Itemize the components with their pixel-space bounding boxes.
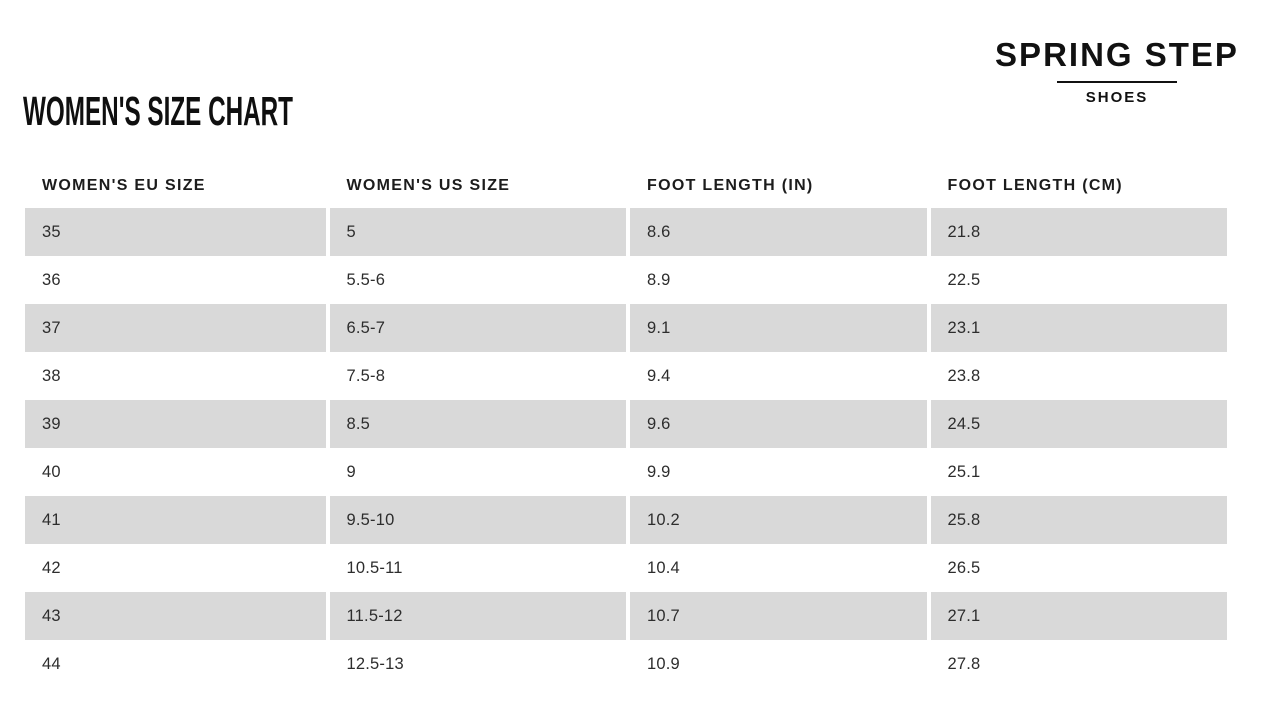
size-table-body: 35 5 8.6 21.8 36 5.5-6 8.9 22.5 37 6.5-7 9.1 23.1 38… bbox=[25, 208, 1227, 688]
table-cell: 9.4 bbox=[626, 352, 927, 400]
brand-tagline: SHOES bbox=[1085, 89, 1149, 106]
table-cell: 44 bbox=[25, 640, 326, 688]
table-cell: 22.5 bbox=[926, 256, 1227, 304]
table-row: 40 9 9.9 25.1 bbox=[25, 448, 1227, 496]
brand-name: SPRING STEP bbox=[995, 36, 1239, 73]
table-cell: 6.5-7 bbox=[325, 304, 626, 352]
table-cell: 37 bbox=[25, 304, 326, 352]
table-row: 37 6.5-7 9.1 23.1 bbox=[25, 304, 1227, 352]
table-cell: 9.9 bbox=[626, 448, 927, 496]
table-cell: 25.8 bbox=[926, 496, 1227, 544]
table-row: 43 11.5-12 10.7 27.1 bbox=[25, 592, 1227, 640]
table-cell: 42 bbox=[25, 544, 326, 592]
table-cell: 9.1 bbox=[626, 304, 927, 352]
column-header-foot-length-in: FOOT LENGTH (IN) bbox=[626, 164, 927, 208]
table-row: 44 12.5-13 10.9 27.8 bbox=[25, 640, 1227, 688]
page-title-block: WOMEN'S SIZE CHART bbox=[23, 88, 293, 134]
table-cell: 8.6 bbox=[626, 208, 927, 256]
table-cell: 9.5-10 bbox=[325, 496, 626, 544]
brand-logo: SPRING STEP SHOES bbox=[987, 38, 1247, 105]
table-cell: 36 bbox=[25, 256, 326, 304]
table-cell: 40 bbox=[25, 448, 326, 496]
table-cell: 24.5 bbox=[926, 400, 1227, 448]
brand-rule bbox=[1057, 81, 1177, 83]
table-cell: 25.1 bbox=[926, 448, 1227, 496]
table-row: 42 10.5-11 10.4 26.5 bbox=[25, 544, 1227, 592]
table-cell: 27.8 bbox=[926, 640, 1227, 688]
table-cell: 39 bbox=[25, 400, 326, 448]
table-cell: 38 bbox=[25, 352, 326, 400]
table-cell: 11.5-12 bbox=[325, 592, 626, 640]
table-cell: 41 bbox=[25, 496, 326, 544]
header-row: WOMEN'S EU SIZE WOMEN'S US SIZE FOOT LEN… bbox=[25, 164, 1227, 208]
size-table: WOMEN'S EU SIZE WOMEN'S US SIZE FOOT LEN… bbox=[25, 164, 1227, 688]
page-title: WOMEN'S SIZE CHART bbox=[23, 88, 293, 134]
table-row: 36 5.5-6 8.9 22.5 bbox=[25, 256, 1227, 304]
table-cell: 26.5 bbox=[926, 544, 1227, 592]
table-cell: 35 bbox=[25, 208, 326, 256]
table-cell: 5.5-6 bbox=[325, 256, 626, 304]
table-cell: 10.7 bbox=[626, 592, 927, 640]
table-cell: 7.5-8 bbox=[325, 352, 626, 400]
table-cell: 21.8 bbox=[926, 208, 1227, 256]
column-header-us-size: WOMEN'S US SIZE bbox=[325, 164, 626, 208]
table-cell: 23.1 bbox=[926, 304, 1227, 352]
table-cell: 8.5 bbox=[325, 400, 626, 448]
table-row: 38 7.5-8 9.4 23.8 bbox=[25, 352, 1227, 400]
table-cell: 12.5-13 bbox=[325, 640, 626, 688]
table-cell: 10.9 bbox=[626, 640, 927, 688]
table-cell: 10.5-11 bbox=[325, 544, 626, 592]
table-cell: 10.2 bbox=[626, 496, 927, 544]
table-cell: 27.1 bbox=[926, 592, 1227, 640]
table-cell: 43 bbox=[25, 592, 326, 640]
column-header-eu-size: WOMEN'S EU SIZE bbox=[25, 164, 326, 208]
table-cell: 23.8 bbox=[926, 352, 1227, 400]
table-row: 41 9.5-10 10.2 25.8 bbox=[25, 496, 1227, 544]
table-cell: 10.4 bbox=[626, 544, 927, 592]
column-header-foot-length-cm: FOOT LENGTH (CM) bbox=[926, 164, 1227, 208]
size-table-header: WOMEN'S EU SIZE WOMEN'S US SIZE FOOT LEN… bbox=[25, 164, 1227, 208]
table-cell: 8.9 bbox=[626, 256, 927, 304]
table-cell: 9.6 bbox=[626, 400, 927, 448]
table-cell: 5 bbox=[325, 208, 626, 256]
table-cell: 9 bbox=[325, 448, 626, 496]
table-row: 39 8.5 9.6 24.5 bbox=[25, 400, 1227, 448]
table-row: 35 5 8.6 21.8 bbox=[25, 208, 1227, 256]
